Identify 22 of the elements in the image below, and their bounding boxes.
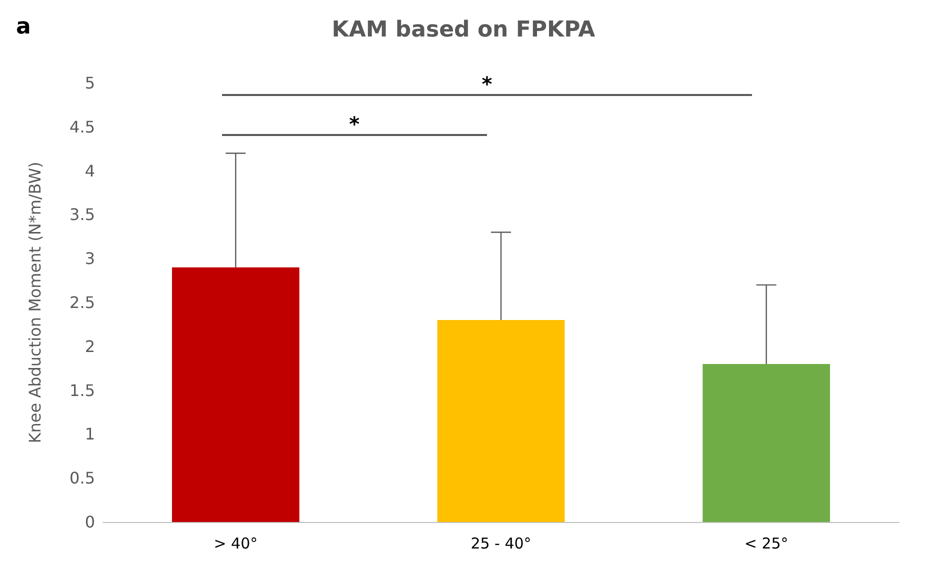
- text: a: [16, 14, 31, 40]
- x-tick-label: > 40°: [214, 534, 258, 552]
- y-axis-title: Knee Abduction Moment (N*m/BW): [26, 162, 44, 444]
- y-tick-label: 0.5: [70, 468, 95, 488]
- y-tick-label: 5: [84, 74, 95, 92]
- bar: [172, 267, 300, 522]
- x-tick-label: 25 - 40°: [470, 534, 532, 552]
- y-tick-label: 4: [84, 161, 95, 180]
- y-tick-label: 2: [84, 336, 95, 356]
- y-tick-label: 1.5: [70, 380, 95, 400]
- significance-bracket: *: [222, 72, 752, 96]
- y-tick-label: 4.5: [70, 117, 95, 136]
- y-tick-label: 3: [84, 249, 95, 268]
- y-tick-label: 3.5: [70, 205, 95, 224]
- bar: [702, 364, 830, 522]
- chart-title: KAM based on FPKPA: [332, 18, 596, 42]
- x-tick-label: < 25°: [744, 534, 788, 552]
- y-tick-label: 2.5: [70, 293, 95, 312]
- bar: [437, 320, 565, 522]
- y-tick-label: 0: [84, 512, 95, 532]
- y-tick-label: 1: [84, 424, 95, 444]
- significance-bracket: *: [222, 112, 487, 136]
